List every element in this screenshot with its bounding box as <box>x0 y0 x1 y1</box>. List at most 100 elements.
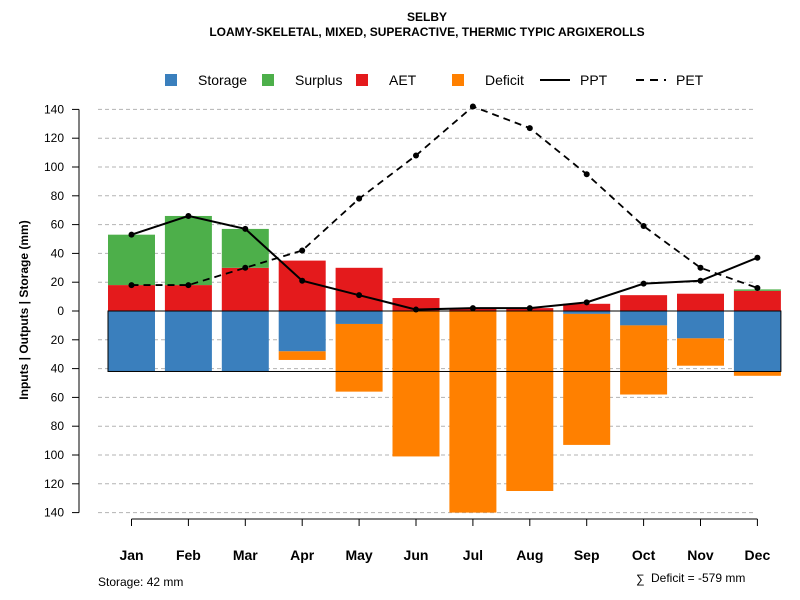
bar-deficit <box>563 313 611 445</box>
y-axis-label: Inputs | Outputs | Storage (mm) <box>17 220 31 399</box>
ppt-point <box>583 299 590 306</box>
bars <box>107 215 782 513</box>
ppt-point <box>697 277 704 284</box>
ppt-line <box>131 214 758 311</box>
bar-storage <box>335 311 383 324</box>
bar-aet <box>108 285 155 311</box>
y-tick-label: 140 <box>44 506 64 520</box>
x-tick-label: Jun <box>404 547 429 563</box>
legend: Storage Surplus AET Deficit PPT PET <box>165 72 704 88</box>
x-tick-label: Oct <box>632 547 656 563</box>
x-tick-label: Mar <box>233 547 258 563</box>
pet-point <box>128 282 135 289</box>
x-tick-label: Jan <box>119 547 143 563</box>
x-tick-label: Sep <box>574 547 600 563</box>
bar-surplus <box>108 234 155 286</box>
legend-swatch-surplus <box>262 74 274 86</box>
ppt-point <box>185 212 192 219</box>
chart-subtitle: LOAMY-SKELETAL, MIXED, SUPERACTIVE, THER… <box>209 25 644 39</box>
pet-point <box>242 264 249 271</box>
ppt-point <box>413 306 419 313</box>
y-tick-label: 20 <box>51 275 65 289</box>
y-tick-label: 80 <box>51 189 65 203</box>
y-tick-label: 0 <box>57 304 64 318</box>
chart-title: SELBY <box>407 10 447 24</box>
sum-symbol: ∑ <box>636 572 645 586</box>
bar-deficit <box>733 371 781 376</box>
legend-label-aet: AET <box>389 72 417 88</box>
pet-point <box>185 282 192 289</box>
legend-label-pet: PET <box>676 72 704 88</box>
bar-aet <box>164 285 212 311</box>
legend-swatch-storage <box>165 74 177 86</box>
pet-point <box>754 284 761 291</box>
footer-deficit: Deficit = -579 mm <box>651 571 745 585</box>
legend-label-ppt: PPT <box>580 72 608 88</box>
bar-aet <box>563 303 611 311</box>
bar-surplus <box>221 228 269 268</box>
y-tick-label: 100 <box>44 448 64 462</box>
bar-surplus <box>164 215 212 286</box>
pet-point <box>640 223 647 230</box>
bar-deficit <box>392 311 440 457</box>
ppt-point <box>526 305 533 312</box>
y-tick-label: 120 <box>44 477 64 491</box>
y-tick-label: 60 <box>51 218 65 232</box>
x-tick-label: Feb <box>176 547 201 563</box>
pet-line <box>131 105 758 289</box>
ppt-point <box>754 254 761 261</box>
bar-aet <box>335 267 383 311</box>
ppt-point <box>356 292 363 299</box>
pet-point <box>299 247 306 254</box>
bar-aet <box>733 290 781 311</box>
ppt-point <box>299 277 306 284</box>
ppt-point <box>242 225 249 232</box>
x-tick-label: Dec <box>745 547 771 563</box>
bar-deficit <box>620 325 668 395</box>
x-tick-label: Nov <box>687 547 714 563</box>
y-tick-label: 40 <box>51 246 65 260</box>
legend-label-deficit: Deficit <box>485 72 524 88</box>
bar-aet <box>620 295 668 311</box>
legend-label-storage: Storage <box>198 72 247 88</box>
y-tick-label: 60 <box>51 390 65 404</box>
ppt-point <box>128 231 135 238</box>
bar-aet <box>677 293 724 311</box>
bar-storage <box>278 311 326 352</box>
bar-storage <box>563 311 611 314</box>
x-tick-label: Apr <box>290 547 315 563</box>
pet-point <box>697 264 704 271</box>
x-tick-label: Jul <box>463 547 483 563</box>
pet-point <box>413 152 419 159</box>
bar-aet <box>221 267 269 311</box>
storage-capacity-box <box>107 310 782 372</box>
lines <box>128 103 761 313</box>
bar-storage <box>108 311 155 372</box>
bar-storage <box>221 311 269 372</box>
bar-storage <box>677 311 724 339</box>
bar-deficit <box>335 323 383 392</box>
bar-deficit <box>506 311 554 491</box>
x-tick-label: May <box>345 547 372 563</box>
pet-point <box>356 195 363 202</box>
footer-storage: Storage: 42 mm <box>98 575 183 589</box>
y-tick-label: 140 <box>44 102 64 116</box>
x-tick-label: Aug <box>516 547 543 563</box>
y-tick-label: 20 <box>51 333 65 347</box>
ppt-point <box>469 305 476 312</box>
bar-aet <box>278 260 326 311</box>
bar-storage <box>620 311 668 326</box>
y-tick-label: 40 <box>51 362 65 376</box>
y-tick-label: 80 <box>51 419 65 433</box>
ppt-point <box>640 280 647 287</box>
pet-point <box>469 103 476 110</box>
legend-swatch-aet <box>356 74 368 86</box>
y-tick-label: 120 <box>44 131 64 145</box>
pet-point <box>526 125 533 132</box>
bar-deficit <box>278 351 326 360</box>
axes: 140 120 100 80 60 40 20 0 20 40 60 80 100 120 140 Jan Fe… <box>44 102 770 563</box>
legend-swatch-deficit <box>452 74 464 86</box>
bar-deficit <box>677 338 724 366</box>
